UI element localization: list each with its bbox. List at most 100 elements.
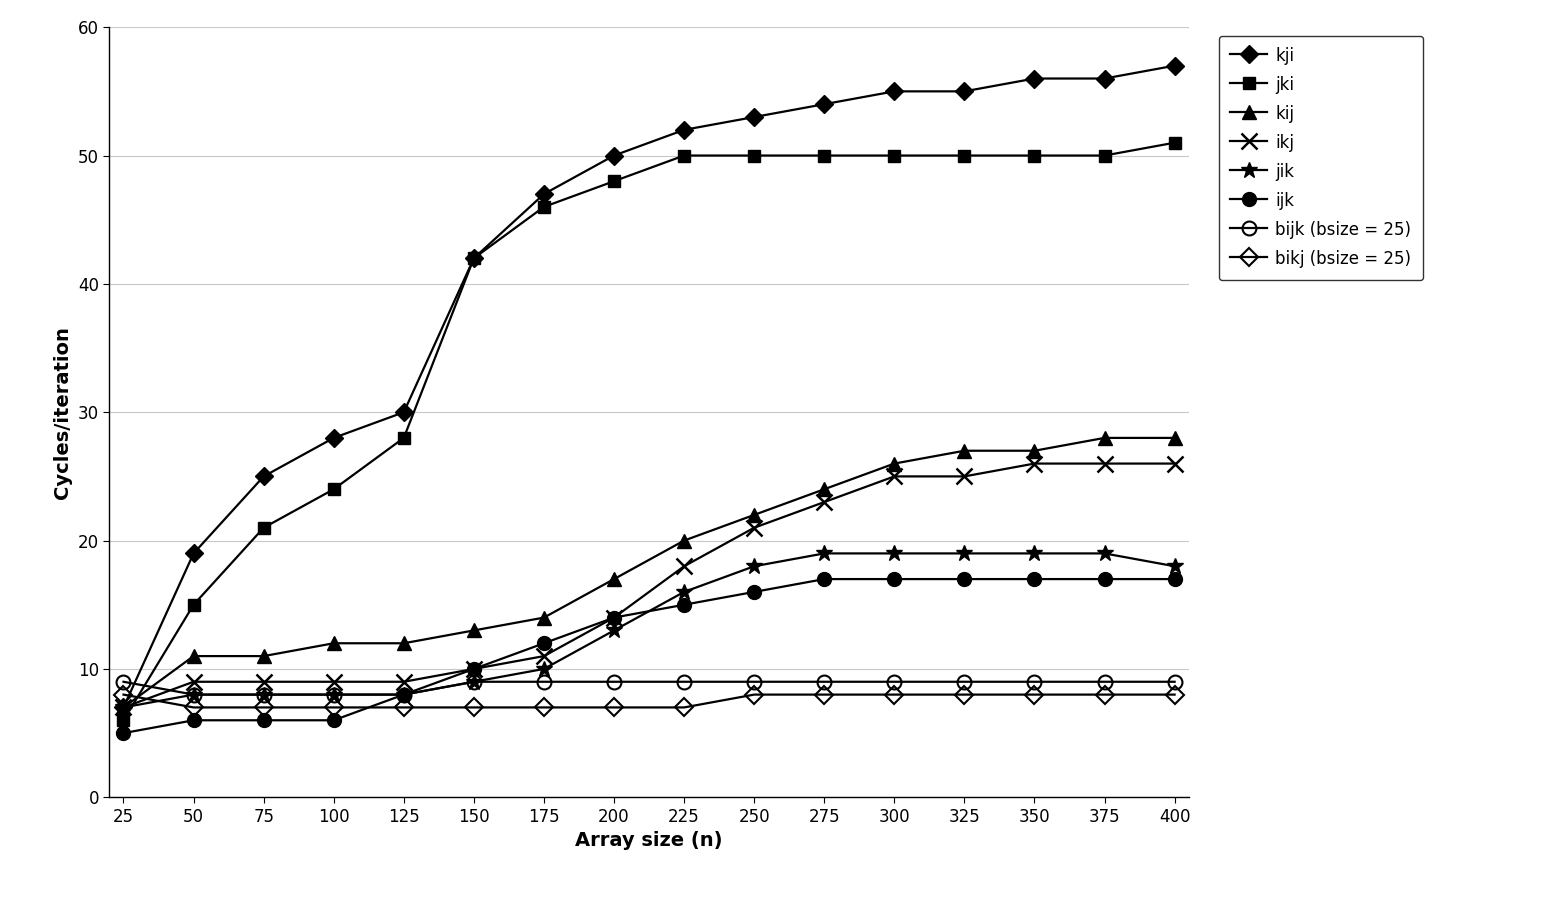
bikj (bsize = 25) [1024, 689, 1043, 700]
bijk (bsize = 25) [744, 676, 763, 688]
ikj [956, 471, 974, 482]
ikj [885, 471, 904, 482]
bijk (bsize = 25) [956, 676, 974, 688]
jik [956, 548, 974, 559]
jki [1024, 150, 1043, 161]
jki [605, 176, 624, 187]
bijk (bsize = 25) [815, 676, 834, 688]
bijk (bsize = 25) [114, 676, 133, 688]
ijk [1165, 573, 1184, 584]
kji [394, 407, 413, 418]
kij [815, 484, 834, 495]
jik [885, 548, 904, 559]
Line: ikj: ikj [116, 456, 1182, 715]
jik [1095, 548, 1114, 559]
bijk (bsize = 25) [255, 689, 274, 700]
bikj (bsize = 25) [674, 702, 693, 713]
ikj [394, 676, 413, 688]
bikj (bsize = 25) [815, 689, 834, 700]
kji [885, 86, 904, 97]
kij [185, 651, 203, 661]
kji [465, 253, 483, 264]
ijk [255, 715, 274, 726]
jki [255, 522, 274, 533]
jik [674, 586, 693, 597]
bijk (bsize = 25) [394, 689, 413, 700]
ijk [394, 689, 413, 700]
kij [1024, 446, 1043, 457]
jki [1165, 138, 1184, 149]
kij [465, 625, 483, 636]
bikj (bsize = 25) [114, 689, 133, 700]
ikj [255, 676, 274, 688]
bikj (bsize = 25) [185, 702, 203, 713]
ikj [114, 702, 133, 713]
bijk (bsize = 25) [1024, 676, 1043, 688]
bikj (bsize = 25) [324, 702, 343, 713]
ikj [744, 522, 763, 533]
ijk [674, 600, 693, 611]
jki [465, 253, 483, 264]
jki [815, 150, 834, 161]
ikj [605, 612, 624, 623]
jki [394, 432, 413, 443]
jik [744, 561, 763, 572]
kji [535, 188, 554, 199]
jik [324, 689, 343, 700]
Legend: kji, jki, kij, ikj, jik, ijk, bijk (bsize = 25), bikj (bsize = 25): kji, jki, kij, ikj, jik, ijk, bijk (bsiz… [1218, 35, 1423, 280]
jik [255, 689, 274, 700]
ikj [185, 676, 203, 688]
jki [324, 484, 343, 495]
kji [1095, 73, 1114, 84]
bijk (bsize = 25) [885, 676, 904, 688]
bijk (bsize = 25) [1095, 676, 1114, 688]
bijk (bsize = 25) [605, 676, 624, 688]
kij [324, 638, 343, 649]
bijk (bsize = 25) [324, 689, 343, 700]
ikj [1095, 458, 1114, 469]
bikj (bsize = 25) [535, 702, 554, 713]
Line: bikj (bsize = 25): bikj (bsize = 25) [117, 689, 1181, 714]
bijk (bsize = 25) [535, 676, 554, 688]
kji [255, 471, 274, 482]
kji [1165, 61, 1184, 72]
ijk [1095, 573, 1114, 584]
kji [605, 150, 624, 161]
ijk [465, 663, 483, 674]
jki [1095, 150, 1114, 161]
ijk [605, 612, 624, 623]
ijk [885, 573, 904, 584]
kji [1024, 73, 1043, 84]
kij [885, 458, 904, 469]
kji [674, 124, 693, 135]
bijk (bsize = 25) [674, 676, 693, 688]
ikj [535, 651, 554, 661]
ikj [1165, 458, 1184, 469]
jki [744, 150, 763, 161]
ijk [815, 573, 834, 584]
ijk [956, 573, 974, 584]
jki [114, 715, 133, 726]
jki [535, 201, 554, 212]
jik [394, 689, 413, 700]
bikj (bsize = 25) [465, 702, 483, 713]
kij [956, 446, 974, 457]
jki [885, 150, 904, 161]
Line: kji: kji [117, 60, 1181, 714]
Y-axis label: Cycles/iteration: Cycles/iteration [53, 326, 72, 498]
bikj (bsize = 25) [744, 689, 763, 700]
jik [535, 663, 554, 674]
jik [605, 625, 624, 636]
ikj [815, 496, 834, 507]
ijk [535, 638, 554, 649]
Line: kij: kij [117, 431, 1181, 714]
kji [324, 432, 343, 443]
X-axis label: Array size (n): Array size (n) [576, 831, 723, 850]
kji [114, 702, 133, 713]
kij [394, 638, 413, 649]
bikj (bsize = 25) [255, 702, 274, 713]
kij [1165, 432, 1184, 443]
kji [744, 111, 763, 122]
bijk (bsize = 25) [185, 689, 203, 700]
jik [815, 548, 834, 559]
